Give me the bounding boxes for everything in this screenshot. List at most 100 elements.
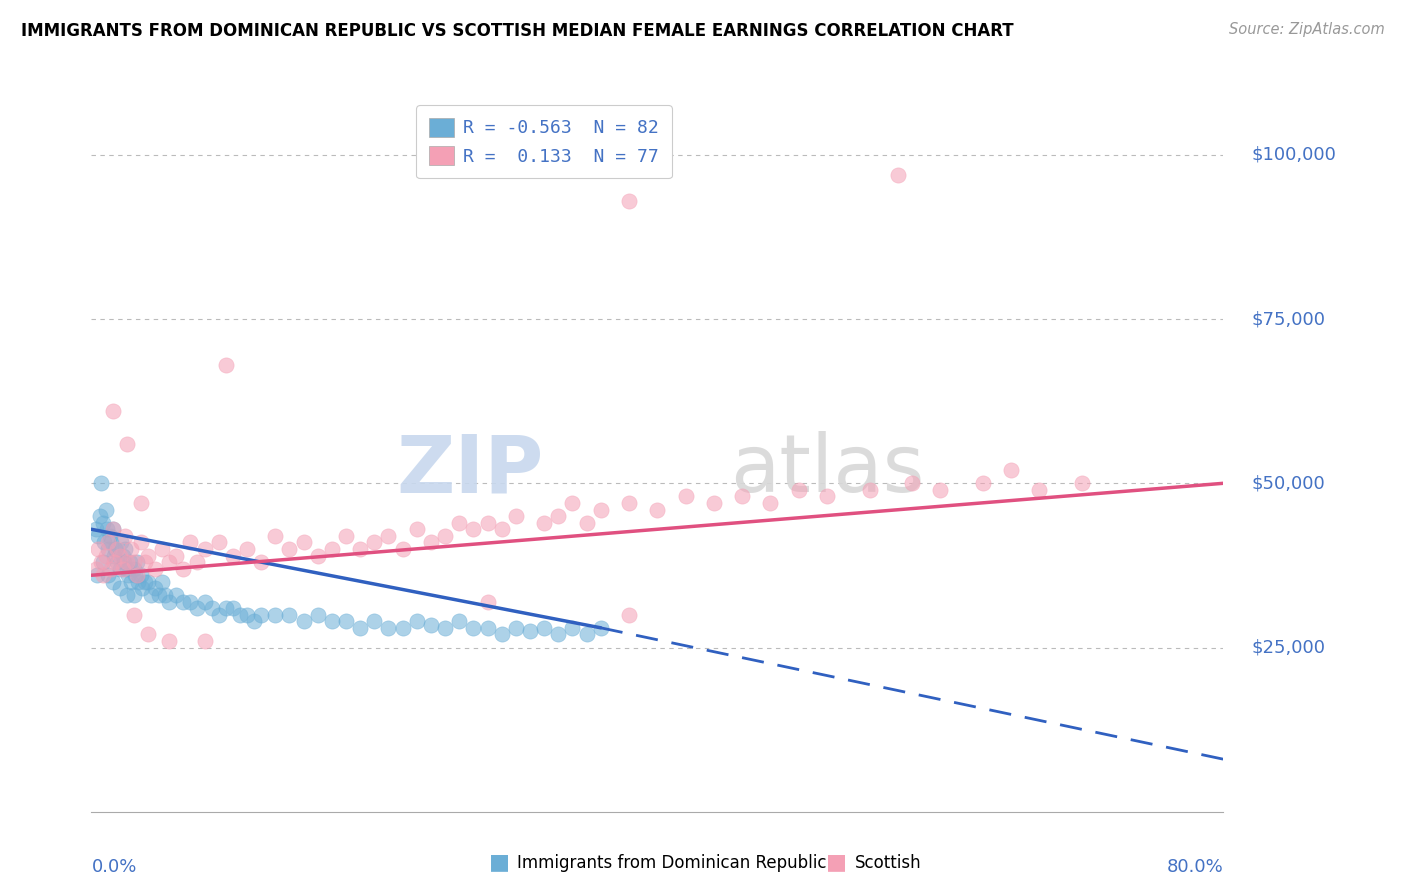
Point	[153, 588, 176, 602]
Point	[97, 541, 120, 556]
Point	[193, 594, 217, 608]
Point	[391, 621, 413, 635]
Point	[125, 568, 148, 582]
Point	[97, 535, 120, 549]
Point	[561, 496, 583, 510]
Point	[575, 627, 598, 641]
Point	[110, 535, 132, 549]
Point	[463, 522, 485, 536]
Point	[112, 555, 135, 569]
Point	[186, 601, 208, 615]
Point	[101, 404, 124, 418]
Point	[236, 541, 259, 556]
Point	[115, 555, 138, 569]
Point	[208, 607, 231, 622]
Point	[349, 541, 371, 556]
Point	[129, 496, 152, 510]
Point	[703, 496, 725, 510]
Point	[157, 634, 180, 648]
Legend: R = -0.563  N = 82, R =  0.133  N = 77: R = -0.563 N = 82, R = 0.133 N = 77	[416, 105, 672, 178]
Point	[87, 529, 110, 543]
Point	[172, 594, 194, 608]
Point	[589, 502, 612, 516]
Point	[96, 522, 118, 536]
Point	[157, 594, 180, 608]
Point	[505, 621, 527, 635]
Point	[115, 562, 138, 576]
Point	[120, 574, 142, 589]
Point	[547, 509, 569, 524]
Point	[172, 562, 194, 576]
Point	[222, 549, 245, 563]
Point	[148, 588, 170, 602]
Point	[1028, 483, 1050, 497]
Point	[363, 614, 385, 628]
Text: 80.0%: 80.0%	[1167, 858, 1223, 876]
Point	[491, 627, 513, 641]
Text: atlas: atlas	[730, 431, 924, 509]
Point	[136, 627, 159, 641]
Point	[250, 607, 273, 622]
Point	[103, 549, 125, 563]
Point	[201, 601, 224, 615]
Point	[91, 516, 114, 530]
Point	[391, 541, 413, 556]
Text: Scottish: Scottish	[855, 855, 921, 872]
Point	[858, 483, 880, 497]
Text: IMMIGRANTS FROM DOMINICAN REPUBLIC VS SCOTTISH MEDIAN FEMALE EARNINGS CORRELATIO: IMMIGRANTS FROM DOMINICAN REPUBLIC VS SC…	[21, 22, 1014, 40]
Point	[229, 607, 252, 622]
Point	[405, 614, 427, 628]
Point	[1070, 476, 1092, 491]
Point	[321, 541, 343, 556]
Point	[434, 529, 457, 543]
Point	[335, 614, 357, 628]
Point	[108, 582, 131, 596]
Point	[533, 621, 555, 635]
Point	[89, 509, 111, 524]
Point	[264, 607, 287, 622]
Point	[419, 617, 441, 632]
Point	[363, 535, 385, 549]
Point	[477, 516, 499, 530]
Point	[972, 476, 994, 491]
Point	[93, 535, 115, 549]
Point	[150, 574, 173, 589]
Text: Immigrants from Dominican Republic: Immigrants from Dominican Republic	[517, 855, 827, 872]
Text: Source: ZipAtlas.com: Source: ZipAtlas.com	[1229, 22, 1385, 37]
Point	[143, 582, 166, 596]
Point	[129, 535, 152, 549]
Point	[90, 555, 112, 569]
Point	[111, 562, 134, 576]
Point	[1000, 463, 1022, 477]
Point	[103, 555, 125, 569]
Text: $25,000: $25,000	[1251, 639, 1326, 657]
Point	[519, 624, 541, 639]
Point	[645, 502, 668, 516]
Text: $100,000: $100,000	[1251, 146, 1336, 164]
Point	[215, 601, 238, 615]
Text: 0.0%: 0.0%	[91, 858, 136, 876]
Point	[120, 541, 142, 556]
Point	[91, 555, 114, 569]
Point	[929, 483, 952, 497]
Point	[97, 568, 120, 582]
Point	[533, 516, 555, 530]
Text: ■: ■	[827, 853, 846, 872]
Point	[111, 549, 134, 563]
Point	[129, 568, 152, 582]
Point	[157, 555, 180, 569]
Point	[222, 601, 245, 615]
Point	[193, 541, 217, 556]
Point	[165, 549, 187, 563]
Point	[143, 562, 166, 576]
Point	[179, 535, 201, 549]
Point	[887, 168, 910, 182]
Point	[292, 535, 315, 549]
Point	[122, 588, 145, 602]
Point	[139, 588, 162, 602]
Point	[236, 607, 259, 622]
Point	[165, 588, 187, 602]
Point	[122, 562, 145, 576]
Point	[94, 502, 117, 516]
Point	[124, 568, 146, 582]
